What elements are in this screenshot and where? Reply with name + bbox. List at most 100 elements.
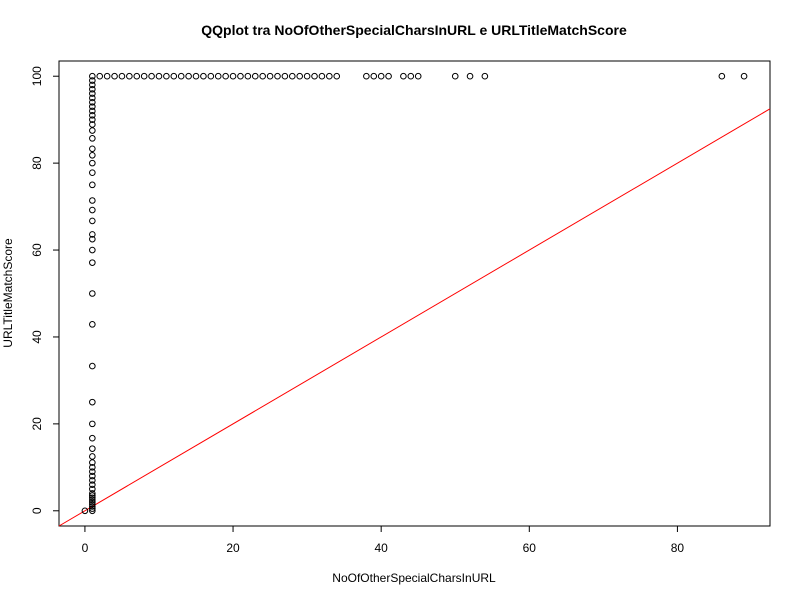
data-point	[385, 72, 392, 80]
data-point	[89, 477, 96, 484]
data-point	[89, 181, 96, 189]
data-point	[740, 72, 748, 80]
x-tick-label: 60	[523, 541, 537, 555]
data-point	[281, 72, 289, 80]
data-point	[89, 494, 96, 502]
data-point	[133, 72, 141, 80]
data-point	[89, 453, 96, 460]
points-layer	[81, 72, 748, 515]
data-point	[89, 107, 96, 115]
data-point	[89, 496, 96, 504]
x-tick-label: 80	[671, 541, 685, 555]
data-point	[89, 472, 96, 480]
data-point	[89, 445, 96, 452]
data-point	[363, 72, 370, 80]
data-point	[414, 72, 422, 80]
y-tick-label: 0	[30, 507, 44, 514]
data-point	[155, 72, 163, 80]
data-point	[89, 481, 96, 489]
data-point	[89, 231, 96, 238]
data-point	[89, 321, 96, 328]
data-point	[407, 72, 415, 80]
data-point	[96, 72, 104, 80]
x-tick-label: 20	[226, 541, 240, 555]
data-point	[370, 72, 378, 80]
data-point	[229, 72, 237, 80]
y-tick-label: 20	[30, 417, 44, 431]
data-point	[89, 420, 96, 428]
data-point	[89, 259, 96, 266]
data-point	[222, 72, 229, 80]
data-point	[89, 127, 96, 134]
x-axis-label: NoOfOtherSpecialCharsInURL	[332, 571, 496, 585]
data-point	[89, 112, 96, 119]
data-point	[89, 159, 96, 167]
y-ticks: 0 20 40 60 80 100	[30, 66, 59, 514]
data-point	[266, 72, 274, 80]
data-point	[148, 72, 155, 80]
data-point	[177, 72, 185, 80]
reference-line-layer	[58, 108, 771, 527]
data-point	[81, 507, 89, 515]
data-point	[288, 72, 296, 80]
y-tick-label: 60	[30, 243, 44, 257]
data-point	[481, 72, 489, 80]
data-point	[89, 485, 96, 493]
data-point	[89, 217, 96, 225]
data-point	[126, 72, 133, 80]
data-point	[274, 72, 281, 80]
data-point	[89, 72, 96, 80]
data-point	[89, 121, 96, 128]
y-tick-label: 40	[30, 330, 44, 344]
data-point	[89, 135, 96, 142]
data-point	[89, 503, 96, 510]
data-point	[89, 362, 96, 370]
data-point	[89, 85, 96, 93]
data-point	[89, 77, 96, 84]
data-point	[89, 505, 96, 512]
data-point	[89, 169, 96, 176]
data-point	[259, 72, 266, 80]
data-point	[89, 98, 96, 106]
y-tick-label: 80	[30, 156, 44, 170]
data-point	[89, 103, 96, 110]
data-point	[718, 72, 726, 80]
data-point	[163, 72, 170, 80]
data-point	[118, 72, 126, 80]
data-point	[377, 72, 385, 80]
data-point	[89, 434, 96, 442]
data-point	[89, 235, 96, 243]
data-point	[326, 72, 333, 80]
data-point	[311, 72, 318, 80]
data-point	[89, 246, 96, 254]
data-point	[89, 498, 96, 506]
data-point	[89, 490, 96, 497]
data-point	[318, 72, 326, 80]
x-ticks: 0 20 40 60 80	[82, 526, 685, 555]
data-point	[170, 72, 178, 80]
data-point	[296, 72, 304, 80]
data-point	[89, 94, 96, 102]
data-point	[303, 72, 311, 80]
data-point	[89, 464, 96, 471]
data-point	[103, 72, 111, 80]
data-point	[185, 72, 192, 80]
data-point	[89, 197, 96, 204]
data-point	[244, 72, 252, 80]
data-point	[89, 500, 96, 508]
data-point	[89, 145, 96, 153]
data-point	[89, 468, 96, 475]
data-point	[89, 206, 96, 214]
data-point	[111, 72, 118, 80]
data-point	[89, 152, 96, 159]
y-tick-label: 100	[30, 66, 44, 86]
data-point	[200, 72, 207, 80]
data-point	[251, 72, 259, 80]
qq-reference-line	[58, 108, 771, 527]
chart-title: QQplot tra NoOfOtherSpecialCharsInURL e …	[201, 22, 627, 38]
data-point	[333, 72, 341, 80]
data-point	[237, 72, 244, 80]
data-point	[192, 72, 200, 80]
